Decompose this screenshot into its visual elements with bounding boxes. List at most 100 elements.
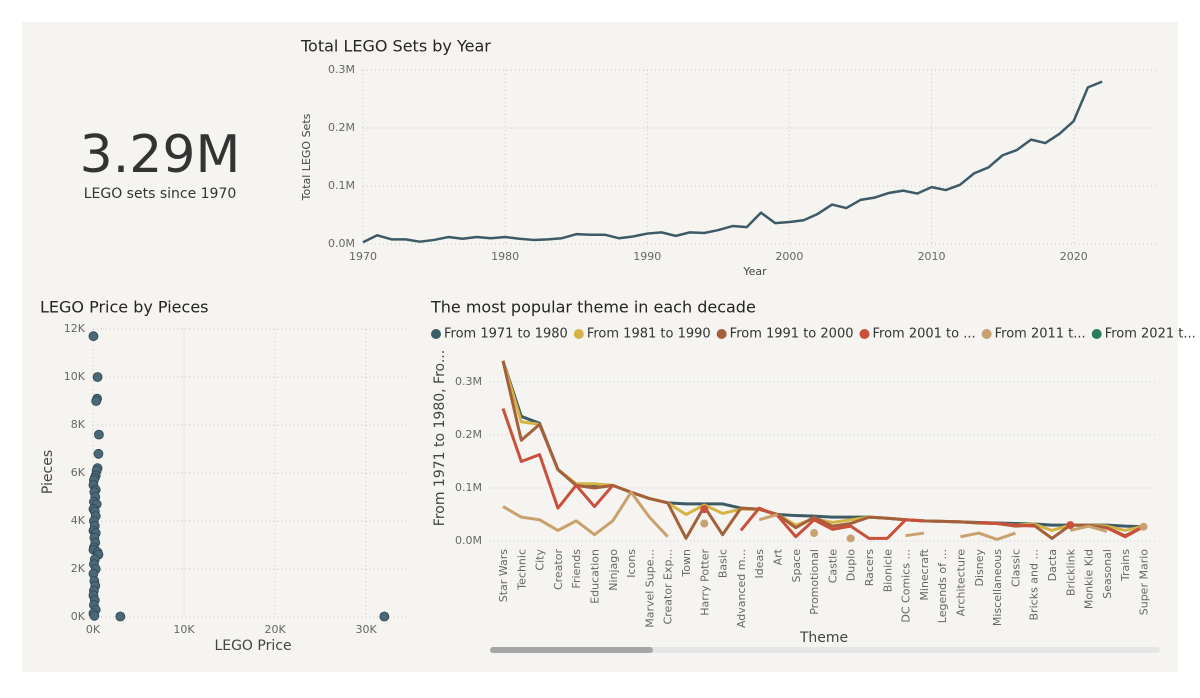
x-tick-label: Trains (1119, 549, 1132, 582)
x-tick-label: Seasonal (1101, 549, 1114, 599)
y-tick-label: 0.0M (455, 534, 482, 547)
legend-marker (716, 329, 727, 339)
x-tick-label: City (534, 549, 547, 571)
point (89, 610, 100, 621)
point (93, 448, 104, 459)
point (810, 529, 819, 538)
y-tick-label: 8K (71, 418, 86, 431)
x-tick-label: 30K (356, 623, 378, 636)
point (1139, 522, 1148, 531)
x-tick-label: Creator (552, 549, 565, 591)
kpi-label: LEGO sets since 1970 (84, 186, 237, 202)
point (88, 331, 99, 342)
point (94, 429, 104, 440)
x-tick-label: 2000 (775, 250, 803, 263)
x-tick-label: Promotional (808, 549, 821, 615)
point (846, 534, 855, 543)
point (91, 396, 102, 406)
x-tick-label: Architecture (955, 549, 968, 617)
x-tick-label: Racers (863, 549, 876, 586)
x-tick-label: DC Comics ... (900, 549, 913, 623)
x-tick-label: Basic (717, 549, 730, 578)
y-tick-label: 0.2M (328, 121, 355, 134)
legend-marker (981, 329, 992, 339)
y-tick-label: 0.1M (455, 481, 482, 494)
x-tick-label: Marvel Supe... (643, 549, 656, 628)
x-tick-label: Castle (826, 549, 839, 584)
x-tick-label: Advanced m... (735, 549, 748, 628)
series-line (501, 360, 1145, 540)
x-tick-label: Art (772, 548, 785, 565)
series-line (501, 408, 1145, 540)
x-tick-label: Legends of ... (936, 549, 949, 623)
point (92, 372, 103, 382)
y-tick-label: 12K (64, 322, 86, 335)
chart-title: LEGO Price by Pieces (40, 298, 209, 317)
y-tick-label: 6K (71, 466, 86, 479)
chart-title: The most popular theme in each decade (430, 298, 756, 317)
x-axis-label: Theme (799, 630, 848, 646)
legend-label: From 1991 to 2000 (730, 327, 854, 342)
legend-label: From 1971 to 1980 (444, 327, 568, 342)
point (379, 611, 390, 622)
x-tick-label: Super Mario (1138, 549, 1151, 616)
y-axis-label: Pieces (40, 450, 56, 494)
kpi-value: 3.29M (80, 125, 241, 185)
point (700, 519, 709, 528)
x-tick-label: Harry Potter (698, 549, 711, 616)
x-tick-label: Ideas (753, 549, 766, 579)
legend-label: From 2011 t... (995, 327, 1086, 342)
legend-marker (1091, 329, 1102, 339)
x-tick-label: Dacta (1046, 549, 1059, 581)
legend-marker (859, 329, 870, 339)
x-tick-label: Education (589, 549, 602, 604)
y-axis-label: Total LEGO Sets (300, 113, 313, 201)
x-tick-label: 0K (86, 623, 101, 636)
x-tick-label: Friends (570, 549, 583, 589)
legend-label: From 1981 to 1990 (587, 327, 711, 342)
point (700, 505, 709, 514)
x-tick-label: Bionicle (881, 549, 894, 592)
legend-label: From 2001 to ... (872, 327, 975, 342)
x-tick-label: 20K (264, 623, 286, 636)
x-tick-label: Monkie Kid (1083, 549, 1096, 609)
y-tick-label: 0.1M (328, 179, 355, 192)
point (115, 611, 126, 622)
x-tick-label: Town (680, 549, 693, 578)
canvas (22, 22, 1178, 672)
y-tick-label: 4K (71, 514, 86, 527)
y-tick-label: 0.3M (455, 375, 482, 388)
line (362, 80, 1103, 244)
legend-marker (431, 329, 441, 339)
x-tick-label: 1990 (633, 250, 661, 263)
y-tick-label: 0K (71, 610, 86, 623)
x-tick-label: 2010 (918, 250, 946, 263)
x-tick-label: Bricklink (1064, 548, 1077, 596)
y-tick-label: 2K (71, 562, 86, 575)
x-axis-label: Year (742, 265, 767, 278)
scrollbar-track[interactable] (490, 647, 1160, 653)
y-tick-label: 0.2M (455, 428, 482, 441)
x-axis-label: LEGO Price (214, 638, 291, 654)
x-tick-label: 2020 (1060, 250, 1088, 263)
x-tick-label: Creator Exp... (662, 549, 675, 624)
legend-marker (573, 329, 584, 339)
y-axis-label: From 1971 to 1980, Fro... (432, 350, 448, 526)
x-tick-label: 10K (173, 623, 195, 636)
x-tick-label: Technic (515, 549, 528, 591)
x-tick-label: Classic (1009, 549, 1022, 587)
scrollbar-thumb[interactable] (490, 647, 653, 653)
x-tick-label: Star Wars (497, 549, 510, 602)
x-tick-label: Disney (973, 549, 986, 587)
point (1066, 521, 1075, 530)
x-tick-label: Miscellaneous (991, 549, 1004, 626)
chart-title: Total LEGO Sets by Year (300, 37, 491, 56)
y-tick-label: 0.0M (328, 237, 355, 250)
x-tick-label: Duplo (845, 549, 858, 581)
x-tick-label: 1980 (491, 250, 519, 263)
x-tick-label: Ninjago (607, 549, 620, 591)
x-tick-label: Space (790, 549, 803, 583)
y-tick-label: 0.3M (328, 63, 355, 76)
y-tick-label: 10K (64, 370, 86, 383)
